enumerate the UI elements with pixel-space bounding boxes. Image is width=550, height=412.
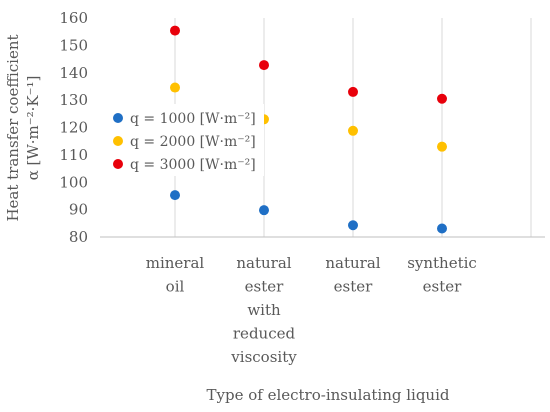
y-axis-title-line-2: α [W·m⁻²·K⁻¹]: [24, 76, 42, 181]
y-tick-labels: 80 90 100 110 120 130 140 150 160: [59, 9, 88, 246]
y-axis-title: Heat transfer coefficient α [W·m⁻²·K⁻¹]: [4, 34, 42, 221]
category-label: synthetic ester: [407, 254, 477, 296]
data-point: [437, 223, 447, 234]
legend-marker: [113, 136, 123, 146]
category-label: mineral oil: [146, 254, 205, 296]
legend-background: [104, 104, 264, 176]
y-tick-label: 120: [59, 119, 88, 137]
category-labels: mineral oil natural ester with reduced viscosi…: [146, 254, 477, 366]
data-point: [259, 205, 269, 216]
data-points: [170, 25, 447, 234]
y-axis-title-line-1: Heat transfer coefficient: [4, 34, 22, 221]
y-tick-label: 140: [59, 64, 88, 82]
data-point: [437, 93, 447, 104]
legend-label: q = 2000 [W·m⁻²]: [130, 134, 256, 150]
y-tick-label: 150: [59, 36, 88, 54]
y-tick-label: 90: [69, 201, 88, 219]
x-axis-title: Type of electro-insulating liquid: [207, 386, 450, 404]
data-point: [348, 125, 358, 136]
legend: q = 1000 [W·m⁻²] q = 2000 [W·m⁻²] q = 3000…: [104, 104, 264, 176]
legend-label: q = 1000 [W·m⁻²]: [130, 111, 256, 127]
data-point: [170, 25, 180, 36]
y-tick-label: 80: [69, 228, 88, 246]
data-point: [170, 82, 180, 93]
data-point: [437, 141, 447, 152]
data-point: [348, 86, 358, 97]
data-point: [170, 190, 180, 201]
y-tick-label: 100: [59, 173, 88, 191]
data-point: [348, 220, 358, 231]
legend-marker: [113, 113, 123, 123]
category-label: natural ester: [325, 254, 380, 296]
y-tick-label: 160: [59, 9, 88, 27]
legend-label: q = 3000 [W·m⁻²]: [130, 157, 256, 173]
legend-marker: [113, 159, 123, 169]
data-point: [259, 60, 269, 71]
category-label: natural ester with reduced viscosity: [230, 254, 297, 366]
y-tick-label: 110: [59, 146, 88, 164]
y-tick-label: 130: [59, 91, 88, 109]
